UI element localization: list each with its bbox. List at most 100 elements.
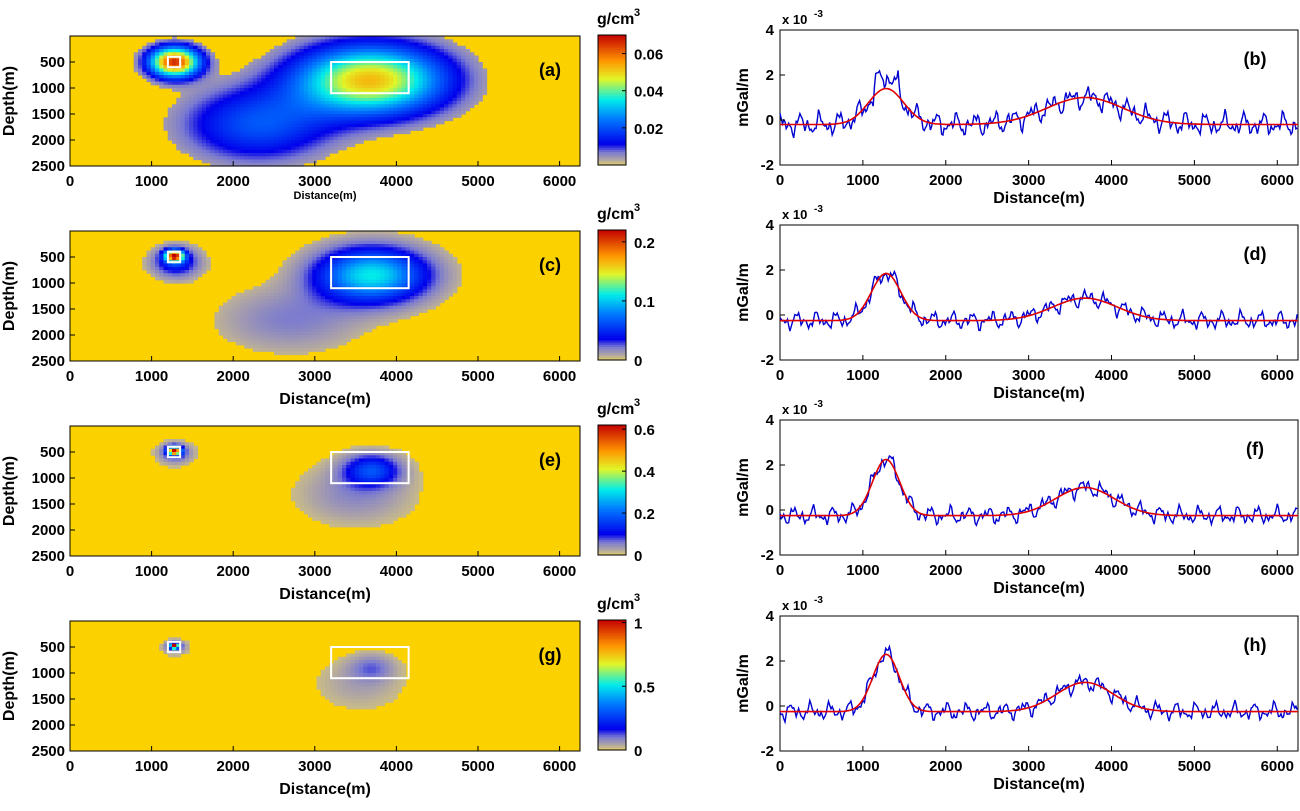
density-cell [218,78,224,83]
density-cell [189,146,194,151]
density-cell [159,42,165,47]
density-cell [431,101,437,105]
density-cell [350,487,356,492]
density-cell [359,283,364,287]
density-cell [295,62,301,66]
density-cell [439,101,445,105]
density-cell [240,328,245,333]
density-cell [274,351,279,356]
density-cell [333,452,339,456]
density-cell [316,468,322,473]
density-cell [359,81,364,86]
axes-frame [69,425,581,557]
density-cell [401,114,407,118]
density-cell [367,240,373,245]
density-cell [252,107,258,112]
density-cell [180,266,186,271]
density-cell [427,273,432,278]
density-cell [291,91,296,96]
density-cell [150,247,156,252]
density-cell [299,305,305,310]
density-cell [363,517,369,521]
density-cell [265,305,271,310]
density-cell [320,322,326,326]
density-cell [201,91,207,96]
density-cell [431,110,437,115]
density-cell [244,296,250,300]
density-cell [252,331,258,336]
density-cell [346,461,352,466]
density-cell [329,247,335,252]
density-cell [401,273,407,278]
density-cell [291,84,296,89]
density-cell [282,127,288,131]
density-cell [388,510,394,515]
density-cell [295,504,301,508]
density-cell [354,244,360,248]
density-cell [193,266,199,271]
density-cell [346,487,352,492]
density-cell [167,75,173,79]
density-cell [380,494,386,499]
density-cell [308,299,313,304]
panel-label: (a) [539,60,561,80]
density-cell [172,247,177,252]
density-cell [235,133,241,138]
density-cell [350,110,356,115]
density-cell [342,68,347,73]
density-cell [337,279,343,284]
density-cell [448,78,454,83]
density-cell [354,231,360,235]
colorbar-step [598,41,626,45]
density-cell [371,55,377,60]
density-cell [274,318,279,323]
density-cell [231,146,237,151]
density-cell [261,55,267,60]
density-cell [359,497,364,502]
colorbar-tick-label: 0.2 [634,235,655,252]
density-cell [384,123,390,128]
density-cell [163,127,169,131]
density-cell [414,270,420,274]
density-cell [299,328,305,333]
density-cell [346,325,352,330]
x-tick-label: 0 [66,173,74,190]
density-cell [308,263,313,268]
density-cell [337,497,343,502]
density-cell [244,146,250,151]
density-cell [367,312,373,317]
density-cell [410,286,415,291]
density-cell [329,289,335,294]
density-cell [189,257,194,261]
density-cell [325,130,330,135]
density-cell [337,36,343,40]
density-cell [393,309,398,313]
density-cell [274,140,279,144]
density-cell [346,510,352,515]
density-cell [329,104,335,109]
density-cell [342,49,347,53]
density-cell [371,65,377,70]
density-cell [444,91,449,96]
density-cell [439,270,445,274]
density-cell [350,133,356,138]
density-cell [456,104,462,109]
density-cell [316,292,322,297]
x-tick-label: 2000 [217,173,250,190]
density-cell [397,250,403,255]
density-cell [248,341,254,346]
density-cell [282,279,288,284]
density-cell [371,465,377,469]
density-cell [363,510,369,515]
density-cell [333,58,339,63]
colorbar-step [598,461,626,465]
density-cell [252,114,258,118]
density-cell [189,445,194,450]
density-cell [265,344,271,349]
density-cell [235,309,241,313]
density-cell [218,114,224,118]
density-cell [240,146,245,151]
density-cell [235,81,241,86]
density-cell [257,331,262,336]
density-cell [299,273,305,278]
